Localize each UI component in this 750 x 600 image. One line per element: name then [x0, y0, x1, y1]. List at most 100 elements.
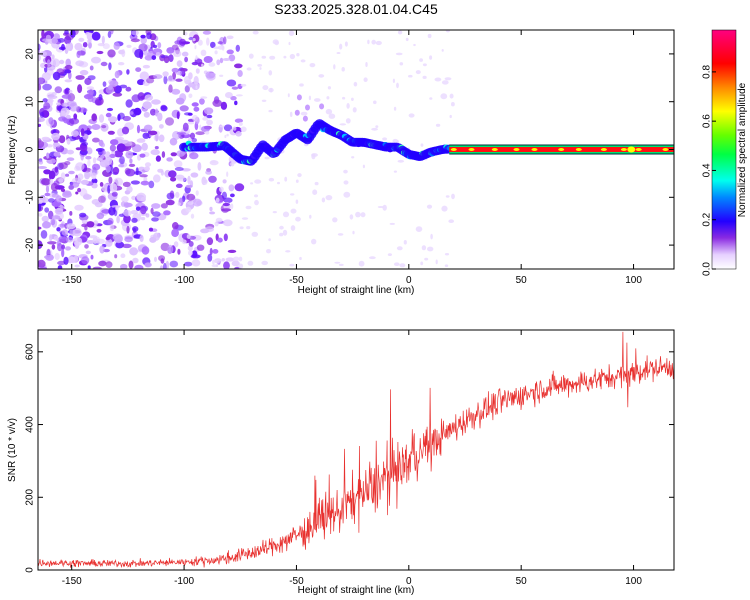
- spectrogram-noise-blob: [161, 151, 166, 158]
- spectrogram-noise-blob: [188, 250, 193, 256]
- spectrogram-noise-blob: [239, 226, 244, 230]
- spectrogram-noise-blob: [420, 261, 424, 266]
- spectrogram-noise-blob: [289, 53, 296, 60]
- spectrogram-noise-blob: [75, 147, 82, 151]
- spectrogram-noise-blob: [157, 168, 164, 173]
- spectrogram-noise-blob: [40, 230, 48, 239]
- spectrogram-noise-blob: [80, 179, 89, 185]
- spectrogram-noise-blob: [48, 172, 53, 180]
- spectrogram-noise-blob: [251, 231, 259, 237]
- spectrogram-noise-blob: [352, 107, 357, 113]
- spectrogram-noise-blob: [212, 259, 215, 265]
- spectrogram-x-tick-label: 0: [406, 275, 412, 286]
- spectrogram-noise-blob: [51, 91, 57, 96]
- spectrogram-noise-blob: [261, 55, 267, 59]
- spectrogram-noise-blob: [38, 226, 42, 230]
- spectrogram-noise-blob: [121, 196, 129, 203]
- spectrogram-noise-blob: [288, 30, 295, 36]
- spectrogram-noise-blob: [122, 115, 131, 122]
- spectrogram-noise-blob: [163, 210, 171, 216]
- spectrogram-noise-blob: [257, 64, 263, 67]
- spectrogram-noise-blob: [343, 180, 349, 185]
- colorbar-tick-label: 0.4: [702, 163, 713, 177]
- spectrogram-noise-blob: [231, 260, 240, 267]
- spectrogram-noise-blob: [50, 218, 56, 226]
- spectrogram-noise-blob: [395, 52, 403, 56]
- spectrogram-noise-blob: [318, 74, 325, 78]
- spectrogram-noise-blob: [211, 264, 219, 268]
- spectrogram-noise-blob: [75, 60, 85, 67]
- spectrogram-line-fleck: [558, 148, 565, 151]
- spectrogram-noise-blob: [52, 71, 61, 81]
- spectrogram-noise-blob: [192, 38, 196, 42]
- spectrogram-noise-blob: [172, 222, 179, 230]
- spectrogram-noise-blob: [117, 114, 121, 121]
- spectrogram-noise-blob: [193, 106, 200, 112]
- spectrogram-noise-blob: [56, 143, 61, 148]
- spectrogram-noise-blob: [91, 178, 98, 184]
- spectrogram-noise-blob: [129, 111, 134, 115]
- spectrogram-noise-blob: [208, 175, 217, 183]
- spectrogram-noise-blob: [185, 184, 193, 188]
- spectrogram-x-tick-label: 100: [625, 275, 642, 286]
- spectrogram-noise-blob: [181, 51, 189, 57]
- spectrogram-noise-blob: [203, 178, 208, 185]
- spectrogram-noise-blob: [184, 56, 189, 63]
- spectrogram-noise-blob: [201, 63, 204, 67]
- spectrogram-noise-blob: [399, 263, 406, 268]
- spectrogram-noise-blob: [272, 39, 279, 45]
- spectrogram-noise-blob: [148, 180, 155, 189]
- spectrogram-noise-blob: [207, 253, 213, 262]
- spectrogram-noise-blob: [75, 191, 79, 195]
- spectrogram-noise-blob: [140, 34, 146, 39]
- spectrogram-noise-blob: [157, 42, 162, 49]
- spectrogram-noise-blob: [206, 237, 214, 246]
- spectrogram-noise-blob: [42, 221, 51, 229]
- spectrogram-noise-blob: [132, 227, 137, 234]
- spectrogram-noise-blob: [106, 107, 114, 112]
- spectrogram-noise-blob: [38, 199, 43, 204]
- spectrogram-noise-blob: [327, 86, 331, 90]
- spectrogram-noise-blob: [342, 96, 346, 100]
- spectrogram-noise-blob: [266, 249, 271, 254]
- spectrogram-noise-blob: [230, 96, 237, 101]
- spectrogram-noise-blob: [177, 176, 187, 182]
- spectrogram-noise-blob: [305, 104, 310, 111]
- spectrogram-noise-blob: [189, 152, 199, 160]
- snr-x-tick-label: 50: [516, 576, 528, 587]
- spectrogram-noise-blob: [226, 35, 234, 40]
- spectrogram-noise-blob: [325, 108, 333, 115]
- spectrogram-noise-blob: [408, 74, 413, 78]
- snr-x-tick-label: -150: [62, 576, 82, 587]
- spectrogram-noise-blob: [210, 41, 216, 49]
- spectrogram-noise-blob: [168, 84, 173, 93]
- spectrogram-noise-blob: [308, 95, 311, 101]
- spectrogram-noise-blob: [145, 213, 150, 218]
- spectrogram-noise-blob: [64, 69, 72, 74]
- spectrogram-noise-blob: [56, 227, 61, 232]
- spectrogram-noise-blob: [176, 150, 185, 157]
- spectrogram-noise-blob: [64, 79, 73, 83]
- spectrogram-line-fleck: [450, 148, 457, 151]
- spectrogram-noise-blob: [209, 211, 216, 215]
- spectrogram-noise-blob: [186, 234, 191, 239]
- spectrogram-noise-blob: [360, 212, 366, 218]
- spectrogram-noise-blob: [309, 63, 316, 68]
- spectrogram-noise-blob: [73, 113, 78, 120]
- spectrogram-noise-blob: [279, 225, 284, 230]
- spectrogram-noise-blob: [51, 132, 60, 141]
- spectrogram-noise-blob: [109, 80, 119, 87]
- spectrogram-noise-blob: [107, 217, 114, 226]
- spectrogram-noise-blob: [110, 139, 119, 146]
- spectrogram-noise-blob: [140, 216, 146, 221]
- spectrogram-noise-blob: [81, 223, 88, 228]
- spectrogram-noise-blob: [311, 238, 317, 245]
- spectrogram-noise-blob: [174, 40, 182, 45]
- spectrogram-noise-blob: [392, 78, 395, 84]
- spectrogram-noise-blob: [51, 193, 60, 198]
- spectrogram-noise-blob: [81, 256, 90, 265]
- spectrogram-noise-blob: [187, 201, 194, 205]
- spectrogram-noise-blob: [150, 108, 157, 116]
- spectrogram-noise-blob: [422, 75, 427, 79]
- spectrogram-noise-blob: [81, 132, 85, 137]
